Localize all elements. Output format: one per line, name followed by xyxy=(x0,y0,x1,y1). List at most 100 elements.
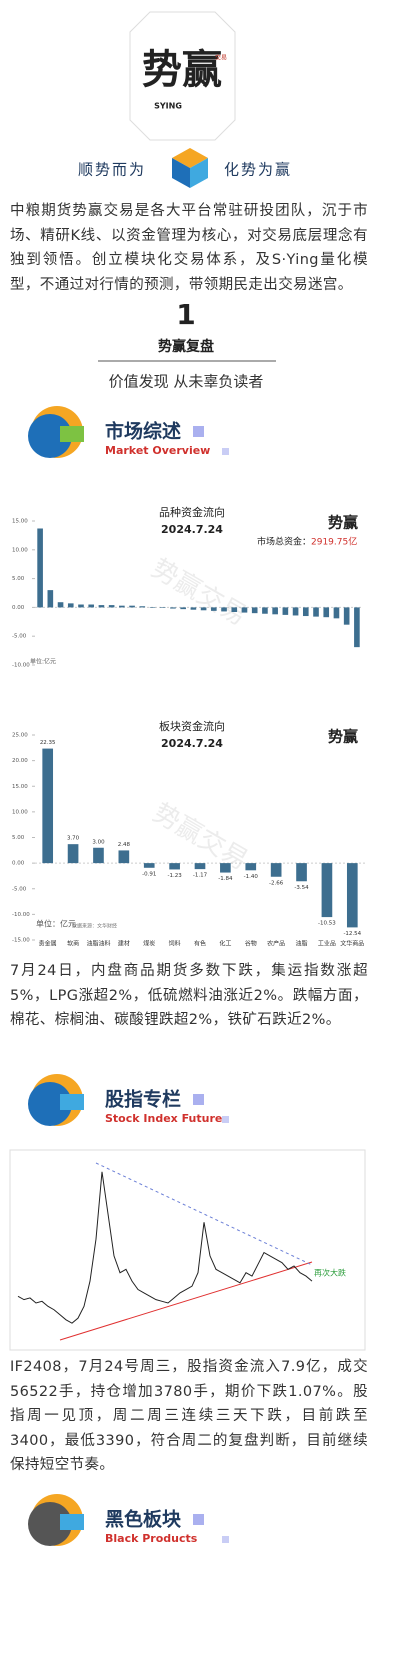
x-tick-label: 软商 xyxy=(67,940,79,948)
bar xyxy=(119,605,125,608)
x-tick-label: 贵金属 xyxy=(39,940,57,948)
header-icon xyxy=(28,414,72,458)
price-line xyxy=(17,1171,313,1324)
value-label: -0.91 xyxy=(142,871,156,877)
paragraph: IF2408，7月24号周三，股指资金流入7.9亿，成交56522手，持仓增加3… xyxy=(10,1359,368,1473)
bar xyxy=(220,863,231,873)
icon xyxy=(172,158,190,188)
chart-logo: 势赢 xyxy=(328,514,358,532)
section-subtitle: 价值发现 从未辜负读者 xyxy=(109,373,264,391)
header-subtitle: Stock Index Futures xyxy=(105,1112,229,1125)
bar xyxy=(292,607,299,616)
bar xyxy=(333,607,340,619)
icon xyxy=(190,158,208,188)
header-subtitle: Black Products xyxy=(105,1532,198,1545)
chart-frame xyxy=(9,1149,366,1351)
header-title: 黑色板块 xyxy=(105,1508,182,1531)
bar xyxy=(118,850,130,864)
bar xyxy=(159,607,166,608)
value-label: 2.48 xyxy=(118,842,131,848)
trend-line xyxy=(59,1261,313,1341)
x-tick-label: 谷物 xyxy=(245,940,257,948)
bullet xyxy=(222,448,229,455)
bar xyxy=(323,607,330,618)
chart-title: 品种资金流向 xyxy=(159,505,225,519)
bar xyxy=(343,607,350,625)
bar xyxy=(321,863,333,918)
y-tick-label: 15.00 xyxy=(12,784,28,790)
total-value: 2919.75亿 xyxy=(311,536,357,548)
bullet xyxy=(193,426,204,437)
bullet xyxy=(193,1514,204,1525)
chart-title: 板块资金流向 xyxy=(159,719,225,733)
y-tick-label: 10.00 xyxy=(12,547,28,553)
bullet xyxy=(193,1094,204,1105)
y-tick-label: 20.00 xyxy=(12,758,28,764)
bar xyxy=(190,607,197,610)
y-tick-label: -5.00 xyxy=(12,886,27,892)
x-tick-label: 油脂 xyxy=(296,940,308,948)
x-tick-label: 油脂油料 xyxy=(86,940,110,948)
bar xyxy=(108,605,115,608)
header-icon xyxy=(60,1094,84,1110)
x-tick-label: 建材 xyxy=(118,940,130,948)
slogan-left: 顺势而为 xyxy=(78,161,146,179)
total-label: 市场总资金： xyxy=(257,536,311,548)
bar xyxy=(67,844,79,864)
bar xyxy=(211,607,217,611)
bar xyxy=(57,602,64,608)
bullet xyxy=(222,1116,229,1123)
paragraph: 7月24日，内盘商品期货多数下跌，集运指数涨超5%，LPG涨超2%，低硫燃料油涨… xyxy=(10,963,368,1028)
annotation: 再次大跌 xyxy=(314,1268,346,1278)
bar xyxy=(200,607,207,611)
header-icon xyxy=(28,1082,72,1126)
bar xyxy=(139,606,146,608)
source: 数据来源：文华财经 xyxy=(72,923,117,930)
bar xyxy=(180,607,186,610)
chart-logo: 势赢 xyxy=(328,728,358,746)
y-tick-label: 0.00 xyxy=(12,861,25,867)
logo: 势赢 xyxy=(142,47,222,93)
chart-date: 2024.7.24 xyxy=(161,523,223,536)
slogan-right: 化势为赢 xyxy=(224,161,292,179)
y-tick-label: -10.00 xyxy=(12,663,30,669)
value-label: 3.70 xyxy=(67,836,80,842)
header-title: 市场综述 xyxy=(105,420,181,443)
bar xyxy=(88,604,95,608)
section-title: 势赢复盘 xyxy=(158,338,214,355)
intro: 中粮期货势赢交易是各大平台常驻研投团队，沉于市场、精研K线、以资金管理为核心，对… xyxy=(10,203,368,293)
value-label: -10.53 xyxy=(318,921,336,927)
bar xyxy=(251,607,258,614)
value-label: -3.54 xyxy=(294,885,309,891)
bar xyxy=(346,863,358,928)
y-tick-label: 0.00 xyxy=(12,605,25,611)
value-label: -2.66 xyxy=(269,880,284,886)
section-number: 1 xyxy=(176,298,195,331)
x-tick-label: 化工 xyxy=(219,940,231,948)
header-icon xyxy=(28,1502,72,1546)
bar xyxy=(270,863,282,877)
header-icon xyxy=(60,1514,84,1530)
value-label: 3.00 xyxy=(92,839,105,845)
bar xyxy=(194,863,206,870)
x-tick-label: 工业品 xyxy=(318,940,336,948)
y-tick-label: 5.00 xyxy=(12,835,25,841)
bar xyxy=(296,863,307,882)
y-tick-label: -15.00 xyxy=(12,938,30,944)
unit: 单位：亿元 xyxy=(36,919,76,929)
x-tick-label: 文华商品 xyxy=(340,940,364,948)
bar xyxy=(354,607,360,648)
unit: 单位:亿元 xyxy=(30,658,56,666)
x-tick-label: 煤炭 xyxy=(143,940,155,948)
bar xyxy=(169,863,180,870)
bar xyxy=(37,528,43,608)
bar xyxy=(282,607,289,615)
bar xyxy=(170,607,176,609)
bar xyxy=(272,607,278,615)
value-label: -1.17 xyxy=(193,873,208,879)
x-tick-label: 农产品 xyxy=(267,940,285,948)
header-icon xyxy=(60,426,84,442)
value-label: -1.40 xyxy=(244,874,259,880)
